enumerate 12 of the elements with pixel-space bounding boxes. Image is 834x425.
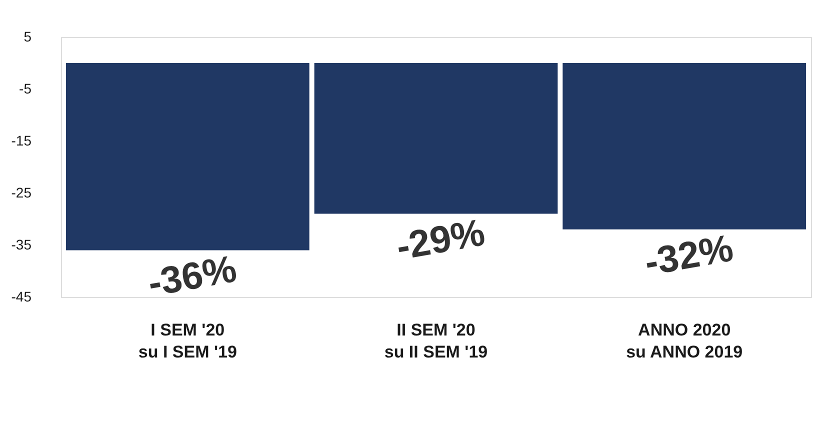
y-tick-label: -25 <box>11 184 32 200</box>
y-tick-label: -5 <box>19 80 32 96</box>
data-label: -29% <box>393 212 488 269</box>
y-tick-label: 5 <box>24 28 32 44</box>
y-tick-label: -45 <box>11 288 32 304</box>
x-tick-label: I SEM '20 su I SEM '19 <box>138 320 237 362</box>
y-tick-label: -15 <box>11 132 32 148</box>
y-tick-label: -35 <box>11 236 32 252</box>
data-label: -36% <box>145 248 240 306</box>
data-label: -32% <box>642 228 736 284</box>
x-tick-label: ANNO 2020 su ANNO 2019 <box>626 320 743 362</box>
x-tick-label: II SEM '20 su II SEM '19 <box>384 320 488 362</box>
